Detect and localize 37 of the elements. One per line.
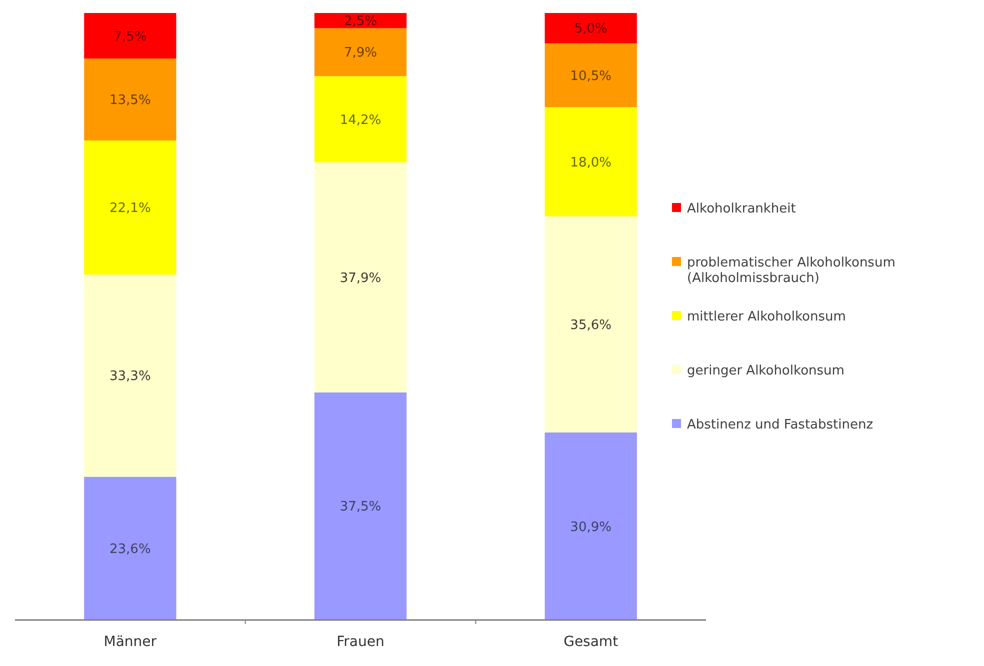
bar (314, 392, 407, 620)
legend-label: problematischer Alkoholkonsum (Alkoholmissbrauch) (687, 256, 896, 286)
legend-label: mittlerer Alkoholkonsum (687, 310, 846, 325)
bar (314, 76, 407, 162)
legend-label: Abstinenz und Fastabstinenz (687, 418, 874, 433)
x-tick-label: Frauen (336, 634, 384, 650)
bar (544, 432, 637, 620)
data-label: 22,1% (110, 201, 151, 216)
bar (84, 476, 176, 620)
data-label: 14,2% (340, 112, 382, 128)
data-label: 33,3% (110, 369, 151, 384)
data-label: 37,5% (340, 500, 382, 515)
data-label: 13,5% (110, 93, 151, 108)
data-label: 30,9% (570, 520, 612, 535)
data-label: 7,9% (344, 46, 378, 61)
bar (84, 13, 176, 59)
bar (544, 216, 637, 432)
data-label: 7,5% (114, 29, 147, 44)
x-tick-label: Männer (104, 634, 157, 650)
bar (84, 274, 176, 477)
bar (84, 140, 176, 275)
data-label: 35,6% (570, 318, 612, 333)
legend-label: geringer Alkoholkonsum (687, 364, 844, 379)
data-label: 18,0% (570, 155, 612, 170)
bar (314, 162, 407, 392)
data-label: 37,9% (340, 270, 382, 286)
bar (314, 28, 407, 76)
data-label: 23,6% (110, 542, 151, 557)
data-label: 10,5% (570, 68, 612, 84)
bar (544, 107, 637, 216)
data-label: 5,0% (574, 22, 608, 37)
bar (544, 13, 637, 44)
legend-label: Alkoholkrankheit (687, 202, 796, 217)
bar (84, 58, 176, 140)
x-tick-label: Gesamt (564, 634, 619, 650)
bar (544, 43, 637, 108)
data-label: 2,5% (344, 14, 378, 30)
